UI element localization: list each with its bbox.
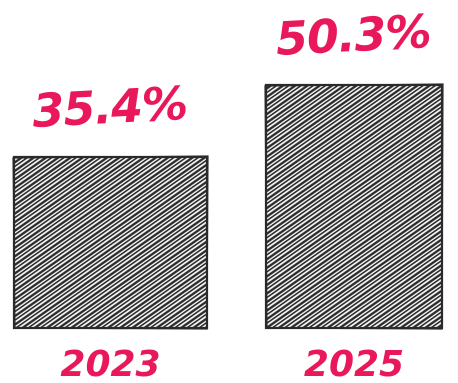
category-label-2025: 2025 — [304, 344, 404, 383]
labels-group: 35.4% 2023 50.3% 2025 — [31, 4, 432, 383]
bars-group — [12, 83, 444, 330]
value-label-2023: 35.4% — [31, 76, 188, 138]
category-label-2023: 2023 — [60, 344, 160, 383]
bar-2023 — [12, 155, 209, 330]
bar-2025 — [264, 83, 444, 330]
bar-outline-2025 — [264, 83, 444, 330]
value-label-2025: 50.3% — [275, 4, 432, 66]
bar-outline-2023 — [12, 155, 209, 330]
